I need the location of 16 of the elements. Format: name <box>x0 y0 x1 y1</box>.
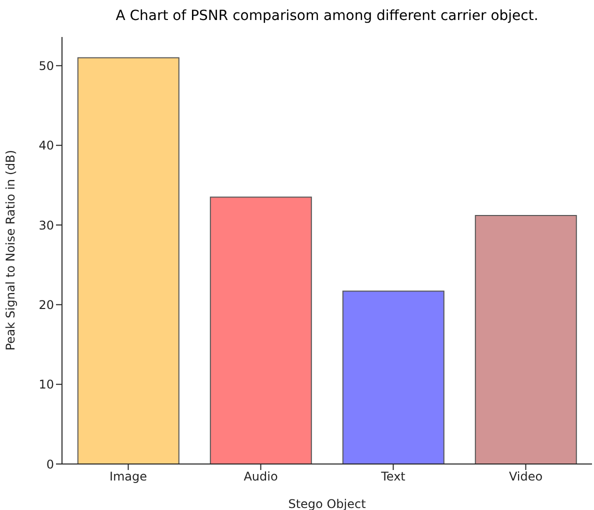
x-tick-label: Audio <box>244 470 278 484</box>
y-tick-label: 40 <box>38 138 54 153</box>
y-tick-label: 10 <box>38 378 54 392</box>
chart-title: A Chart of PSNR comparisom among different carrier object. <box>114 8 540 24</box>
y-tick-label: 50 <box>38 58 54 73</box>
bar <box>77 57 180 464</box>
y-tick-label: 0 <box>46 457 54 472</box>
y-tick-label: 30 <box>38 218 54 232</box>
x-tick-label: Image <box>109 470 148 484</box>
bar <box>210 196 312 464</box>
bar <box>342 290 444 464</box>
y-tick-label: 20 <box>38 298 54 312</box>
x-tick-label: Text <box>380 470 406 484</box>
x-tick-label: Video <box>508 470 543 484</box>
bar <box>474 214 577 464</box>
y-axis-title: Peak Signal to Noise Ratio in (dB) <box>3 150 18 350</box>
